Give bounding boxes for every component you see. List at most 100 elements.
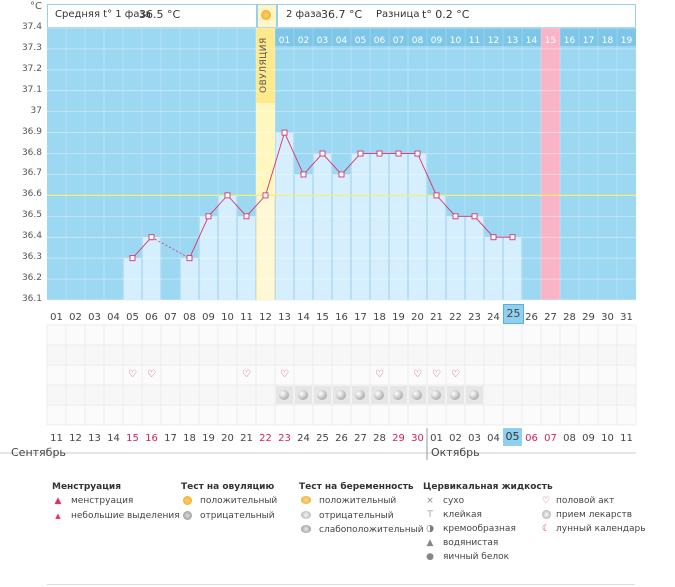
cycle-day-label[interactable]: 27	[544, 312, 557, 323]
calendar-day-label[interactable]: 23	[278, 433, 291, 444]
calendar-day-label[interactable]: 18	[183, 433, 196, 444]
pill-icon[interactable]	[431, 390, 441, 400]
temp-point	[281, 129, 288, 136]
cycle-day-label[interactable]: 26	[525, 312, 538, 323]
calendar-day-label[interactable]: 27	[354, 433, 367, 444]
heart-icon[interactable]: ♡	[147, 369, 156, 380]
cycle-day-label[interactable]: 19	[392, 312, 405, 323]
cycle-day-label[interactable]: 20	[411, 312, 424, 323]
cycle-day-label[interactable]: 08	[183, 312, 196, 323]
calendar-day-label[interactable]: 04	[487, 433, 500, 444]
cycle-day-label[interactable]: 14	[297, 312, 310, 323]
cycle-day-label[interactable]: 11	[240, 312, 253, 323]
cycle-day-label[interactable]: 18	[373, 312, 386, 323]
phase2-day-label: 06	[373, 36, 386, 46]
cycle-day-label[interactable]: 05	[126, 312, 139, 323]
calendar-day-label[interactable]: 21	[240, 433, 253, 444]
cycle-day-label[interactable]: 13	[278, 312, 291, 323]
temp-line-segment	[246, 195, 266, 217]
grid-row	[47, 325, 636, 345]
cycle-day-label[interactable]: 21	[430, 312, 443, 323]
legend-medication: прием лекарств	[556, 510, 633, 520]
y-tick-label: 37.1	[21, 84, 42, 95]
calendar-day-label[interactable]: 08	[563, 433, 576, 444]
phase2-day-label: 17	[582, 36, 595, 46]
pill-icon[interactable]	[355, 390, 365, 400]
cycle-day-label[interactable]: 10	[221, 312, 234, 323]
calendar-day-label[interactable]: 02	[449, 433, 462, 444]
pill-icon[interactable]	[374, 390, 384, 400]
calendar-day-label[interactable]: 03	[468, 433, 481, 444]
pill-icon[interactable]	[298, 390, 308, 400]
calendar-day-label[interactable]: 28	[373, 433, 386, 444]
calendar-day-label[interactable]: 19	[202, 433, 215, 444]
calendar-day-label[interactable]: 26	[335, 433, 348, 444]
cycle-day-label[interactable]: 01	[50, 312, 63, 323]
phase2-day-label: 13	[506, 36, 519, 46]
temp-point	[148, 234, 155, 241]
calendar-day-label[interactable]: 12	[69, 433, 82, 444]
cycle-day-label[interactable]: 30	[601, 312, 614, 323]
cycle-day-label[interactable]: 22	[449, 312, 462, 323]
calendar-day-label[interactable]: 22	[259, 433, 272, 444]
heart-icon[interactable]: ♡	[242, 369, 251, 380]
calendar-day-label[interactable]: 16	[145, 433, 158, 444]
cycle-day-label[interactable]: 06	[145, 312, 158, 323]
calendar-day-label[interactable]: 24	[297, 433, 310, 444]
grid-row	[47, 345, 636, 365]
calendar-day-label[interactable]: 25	[316, 433, 329, 444]
calendar-day-label[interactable]: 20	[221, 433, 234, 444]
pill-icon[interactable]	[317, 390, 327, 400]
cycle-day-label[interactable]: 24	[487, 312, 500, 323]
pill-icon[interactable]	[450, 390, 460, 400]
calendar-day-label[interactable]: 17	[164, 433, 177, 444]
cycle-day-label[interactable]: 23	[468, 312, 481, 323]
cycle-day-label[interactable]: 07	[164, 312, 177, 323]
moon-icon: ☾	[541, 524, 551, 534]
cycle-day-label[interactable]: 31	[620, 312, 633, 323]
heart-icon[interactable]: ♡	[128, 369, 137, 380]
calendar-day-label[interactable]: 01	[430, 433, 443, 444]
calendar-day-label[interactable]: 30	[411, 433, 424, 444]
cycle-day-label[interactable]: 15	[316, 312, 329, 323]
cycle-day-label[interactable]: 09	[202, 312, 215, 323]
temp-line-segment	[341, 153, 361, 175]
legend-spotting: небольшие выделения	[71, 511, 180, 521]
calendar-day-label[interactable]: 06	[525, 433, 538, 444]
temp-line-segment	[265, 132, 285, 196]
calendar-day-label[interactable]: 07	[544, 433, 557, 444]
heart-icon[interactable]: ♡	[375, 369, 384, 380]
phase2-box	[277, 4, 636, 28]
cycle-day-label[interactable]: 12	[259, 312, 272, 323]
cycle-day-label[interactable]: 02	[69, 312, 82, 323]
cycle-day-label[interactable]: 04	[107, 312, 120, 323]
cycle-day-label[interactable]: 25	[503, 304, 524, 324]
pill-icon[interactable]	[393, 390, 403, 400]
temp-point	[433, 192, 440, 199]
pill-icon[interactable]	[279, 390, 289, 400]
heart-icon[interactable]: ♡	[451, 369, 460, 380]
cycle-day-label[interactable]: 28	[563, 312, 576, 323]
pill-icon[interactable]	[469, 390, 479, 400]
calendar-day-label[interactable]: 11	[50, 433, 63, 444]
pill-icon[interactable]	[412, 390, 422, 400]
cycle-day-label[interactable]: 16	[335, 312, 348, 323]
heart-icon[interactable]: ♡	[413, 369, 422, 380]
cycle-day-label[interactable]: 29	[582, 312, 595, 323]
calendar-day-label[interactable]: 11	[620, 433, 633, 444]
creamy-icon: ◑	[426, 524, 434, 534]
pill-icon[interactable]	[336, 390, 346, 400]
calendar-day-label[interactable]: 15	[126, 433, 139, 444]
calendar-day-label[interactable]: 05	[503, 428, 522, 446]
heart-icon[interactable]: ♡	[280, 369, 289, 380]
calendar-day-label[interactable]: 13	[88, 433, 101, 444]
cycle-day-label[interactable]: 03	[88, 312, 101, 323]
calendar-day-label[interactable]: 14	[107, 433, 120, 444]
calendar-day-label[interactable]: 09	[582, 433, 595, 444]
calendar-day-label[interactable]: 10	[601, 433, 614, 444]
phase2-day-label: 16	[563, 36, 576, 46]
calendar-day-label[interactable]: 29	[392, 433, 405, 444]
temp-point	[243, 213, 250, 220]
heart-icon[interactable]: ♡	[432, 369, 441, 380]
cycle-day-label[interactable]: 17	[354, 312, 367, 323]
